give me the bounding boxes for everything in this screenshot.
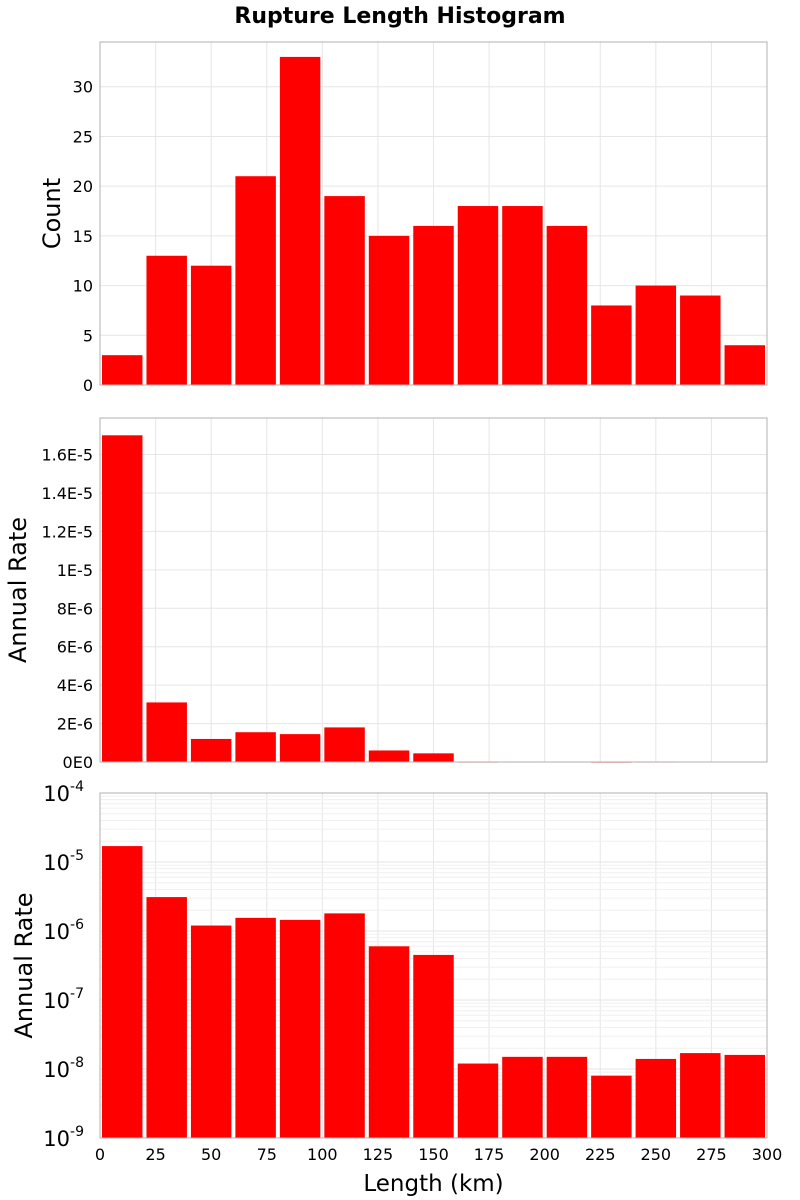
x-tick-label: 125 [363,1145,394,1164]
y-tick-label: 1.6E-5 [41,446,93,465]
x-tick-label: 225 [585,1145,616,1164]
panel-1: 0 5 10 15 20 25 30 Count [38,41,768,395]
y-tick-label: 15 [73,227,93,246]
y-tick-exponent: -8 [70,1055,84,1071]
x-tick-label: 50 [201,1145,221,1164]
y-tick-label: 2E-6 [57,715,93,734]
bar [102,846,143,1138]
y-tick-exponent: -6 [70,917,84,933]
y-axis-label: Count [38,178,66,249]
bar [457,206,499,385]
bar [724,345,765,385]
bar [413,954,454,1138]
x-tick-label: 250 [641,1145,672,1164]
bar [235,176,276,385]
y-tick-label: 1.2E-5 [41,522,93,541]
y-tick-exponent: -5 [70,848,84,864]
y-tick-label: 10-6 [43,917,84,944]
x-tick-label: 100 [307,1145,338,1164]
x-tick-label: 75 [257,1145,277,1164]
bar [591,1075,632,1138]
y-tick-label: 10 [73,277,93,296]
bar [324,196,365,385]
bar [146,897,187,1138]
bar [279,56,321,385]
plot-border [99,41,768,386]
y-tick-label: 1E-5 [57,561,93,580]
y-tick-label: 0E0 [63,753,93,772]
y-tick-label: 20 [73,177,93,196]
x-tick-label: 150 [418,1145,449,1164]
y-axis-label: Annual Rate [10,892,38,1038]
bar [279,919,321,1138]
bar [146,255,187,385]
bar [324,913,365,1138]
bar [635,1058,677,1138]
bar [413,753,454,762]
panel-2: 0E0 2E-6 4E-6 6E-6 8E-6 1E-5 1.2E-5 1.4E-5 1.6E-… [4,417,768,772]
bar [368,946,410,1138]
bar [502,1056,543,1138]
bar [368,750,410,762]
x-tick-label: 200 [529,1145,560,1164]
y-tick-label: 1.4E-5 [41,484,93,503]
y-tick-exponent: -4 [70,779,84,795]
y-tick-label: 10-8 [43,1055,84,1082]
bar [190,738,232,762]
bar [680,1053,721,1138]
bar [680,295,721,385]
y-tick-base: 10 [43,1127,70,1151]
bar [235,917,276,1138]
y-tick-label: 4E-6 [57,676,93,695]
y-tick-exponent: -9 [70,1124,84,1140]
x-tick-label: 25 [145,1145,165,1164]
bar [235,732,276,762]
bar [724,1054,765,1138]
plot-border [99,792,768,1139]
bar [102,435,143,762]
y-tick-label: 8E-6 [57,599,93,618]
y-tick-base: 10 [43,1058,70,1082]
bar [146,702,187,762]
y-axis-label: Annual Rate [4,517,32,663]
bar [368,235,410,385]
y-tick-exponent: -7 [70,986,84,1002]
y-tick-base: 10 [43,920,70,944]
y-tick-label: 10-5 [43,848,84,875]
y-tick-label: 30 [73,78,93,97]
x-tick-label: 300 [752,1145,783,1164]
x-tick-label: 275 [696,1145,727,1164]
bar [279,734,321,762]
y-tick-label: 10-4 [43,779,84,806]
bar [102,355,143,385]
y-tick-base: 10 [43,851,70,875]
bar [457,1063,499,1138]
y-tick-base: 10 [43,989,70,1013]
y-tick-label: 5 [83,326,93,345]
bar [635,285,677,385]
bar [546,225,588,385]
x-axis-label: Length (km) [363,1171,503,1197]
y-tick-label: 6E-6 [57,638,93,657]
chart-title: Rupture Length Histogram [234,4,565,29]
y-tick-label: 25 [73,127,93,146]
y-tick-base: 10 [43,782,70,806]
bar [190,265,232,385]
y-tick-label: 10-7 [43,986,84,1013]
bar [324,727,365,762]
y-tick-label: 10-9 [43,1124,84,1151]
bar [502,206,543,385]
bar [413,225,454,385]
y-tick-label: 0 [83,376,93,395]
bar [591,305,632,385]
x-tick-label: 175 [474,1145,505,1164]
bar [546,1056,588,1138]
x-tick-label: 0 [95,1145,105,1164]
bar [190,925,232,1138]
plot-border [99,417,768,763]
